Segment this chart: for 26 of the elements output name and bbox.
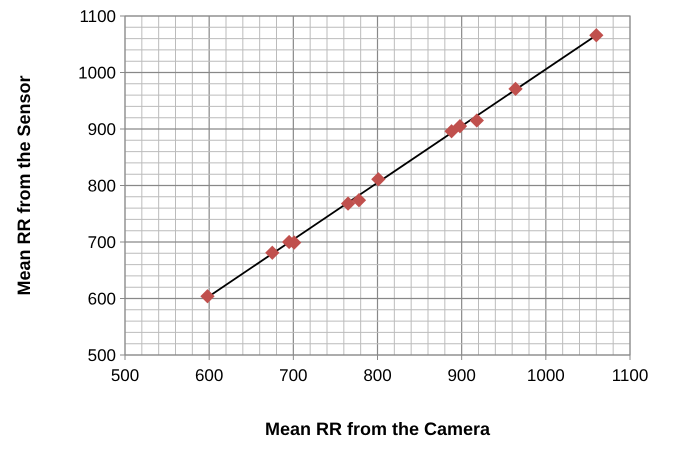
x-tick-label: 500 xyxy=(110,366,140,385)
y-axis-title: Mean RR from the Sensor xyxy=(14,75,34,296)
y-tick-label: 700 xyxy=(88,232,116,252)
y-tick-label: 800 xyxy=(88,176,116,196)
y-tick-label: 1100 xyxy=(79,6,116,26)
point xyxy=(470,113,484,128)
point xyxy=(265,246,280,260)
x-tick-label: 600 xyxy=(194,366,224,385)
point xyxy=(340,196,356,211)
point xyxy=(589,28,604,42)
point xyxy=(452,119,468,134)
point xyxy=(371,172,386,186)
x-tick-label: 900 xyxy=(447,366,476,385)
point xyxy=(200,289,215,304)
y-tick-label: 900 xyxy=(88,120,116,139)
point xyxy=(508,82,523,96)
y-tick-label: 600 xyxy=(88,289,116,308)
x-tick-label: 700 xyxy=(279,366,308,385)
x-tick-label: 1100 xyxy=(612,366,648,385)
y-tick-label: 500 xyxy=(88,346,116,365)
x-tick-label: 1000 xyxy=(526,366,565,385)
x-tick-label: 800 xyxy=(363,366,392,385)
y-tick-label: 1000 xyxy=(78,63,116,82)
point xyxy=(444,124,459,138)
x-axis-title: Mean RR from the Camera xyxy=(264,419,492,439)
point xyxy=(352,193,366,208)
